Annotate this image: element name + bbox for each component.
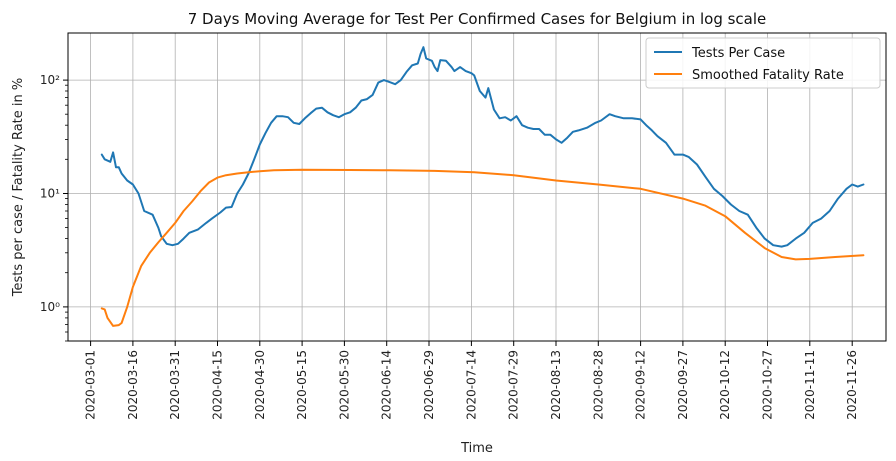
x-tick-label: 2020-09-27 [676, 350, 690, 420]
legend: Tests Per Case Smoothed Fatality Rate [645, 37, 881, 89]
series-layer [100, 46, 865, 327]
x-tick-label: 2020-08-28 [591, 350, 605, 420]
x-tick-label: 2020-06-29 [422, 350, 436, 420]
y-axis-title: Tests per case / Fatality Rate in % [11, 78, 26, 298]
x-tick-label: 2020-05-15 [295, 350, 309, 420]
x-tick-label: 2020-05-30 [337, 350, 351, 420]
x-tick-label: 2020-10-27 [761, 350, 775, 420]
x-tick-label: 2020-07-14 [464, 350, 478, 420]
legend-box [645, 37, 881, 89]
plot-frame [67, 32, 887, 342]
series-line-0 [100, 46, 865, 248]
x-tick-label: 2020-08-13 [549, 350, 563, 420]
x-tick-label: 2020-07-29 [507, 350, 521, 420]
x-tick-label: 2020-09-12 [634, 350, 648, 420]
x-tick-label: 2020-03-31 [168, 350, 182, 420]
legend-label: Smoothed Fatality Rate [692, 68, 844, 83]
y-axis: 10⁰ 10¹ 10² [40, 73, 68, 342]
x-tick-label: 2020-11-11 [803, 350, 817, 420]
chart-title: 7 Days Moving Average for Test Per Confi… [188, 10, 767, 28]
x-axis-title: Time [460, 441, 493, 456]
y-tick-label: 10⁰ [40, 300, 60, 314]
x-tick-label: 2020-03-01 [84, 350, 98, 420]
x-axis: 2020-03-01 2020-03-16 2020-03-31 2020-04-15… [84, 341, 859, 420]
legend-label: Tests Per Case [691, 46, 785, 61]
x-tick-label: 2020-04-15 [211, 350, 225, 420]
x-tick-label: 2020-06-14 [380, 350, 394, 420]
series-line-1 [100, 168, 865, 327]
x-tick-label: 2020-04-30 [253, 350, 267, 420]
x-tick-label: 2020-03-16 [126, 350, 140, 420]
y-tick-label: 10² [40, 73, 60, 87]
y-tick-label: 10¹ [40, 187, 60, 201]
x-tick-label: 2020-11-26 [845, 350, 859, 420]
x-tick-label: 2020-10-12 [718, 350, 732, 420]
